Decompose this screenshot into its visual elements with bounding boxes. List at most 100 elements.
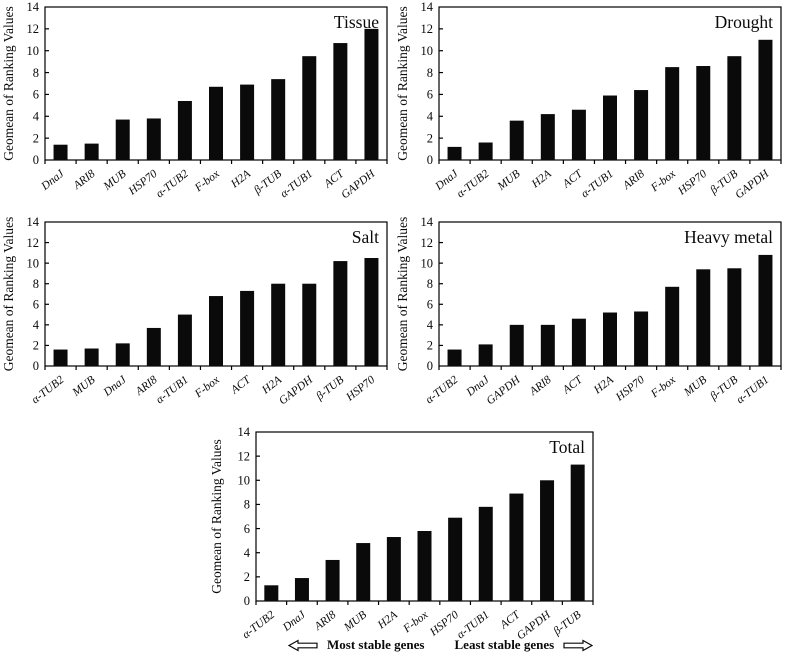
y-tick-label: 10 <box>421 44 434 58</box>
y-tick-label: 2 <box>244 570 250 584</box>
bar <box>509 324 524 366</box>
y-axis-label: Geomean of Ranking Values <box>1 6 16 161</box>
y-tick-label: 6 <box>427 297 433 311</box>
bar <box>364 28 379 160</box>
x-tick-label: MUB <box>341 609 369 634</box>
bar <box>115 119 130 160</box>
x-tick-label: ACT <box>560 373 586 397</box>
x-tick-label: α-TUB2 <box>154 168 191 201</box>
bar <box>603 95 617 160</box>
bar <box>727 268 742 366</box>
bar <box>364 258 379 366</box>
bar <box>302 56 317 160</box>
bar <box>271 79 286 160</box>
bar <box>146 118 161 160</box>
bar <box>240 84 255 160</box>
y-tick-label: 12 <box>238 449 251 463</box>
y-tick-label: 6 <box>33 88 39 102</box>
bar <box>478 506 493 601</box>
y-tick-label: 12 <box>421 236 434 250</box>
y-tick-label: 4 <box>427 318 434 332</box>
x-tick-label: α-TUB1 <box>278 168 315 200</box>
bar <box>209 296 223 366</box>
bar <box>447 146 462 160</box>
bar <box>758 254 773 366</box>
y-tick-label: 2 <box>427 339 433 353</box>
x-tick-label: GAPDH <box>484 373 523 407</box>
x-tick-label: α-TUB2 <box>424 374 461 407</box>
y-tick-label: 12 <box>27 22 40 36</box>
bar <box>53 349 68 366</box>
x-tick-label: DnaJ <box>280 608 309 634</box>
y-tick-label: 12 <box>421 22 434 36</box>
y-tick-label: 14 <box>238 425 251 439</box>
bar <box>696 66 711 160</box>
y-tick-label: 12 <box>27 236 40 250</box>
y-tick-label: 2 <box>33 339 39 353</box>
bar <box>447 349 462 366</box>
bar <box>509 120 524 160</box>
y-axis-label: Geomean of Ranking Values <box>395 6 410 161</box>
bar <box>634 90 649 160</box>
bar <box>294 578 309 601</box>
bar <box>264 585 279 601</box>
stability-legend: Most stable genes Least stable genes <box>288 637 594 653</box>
x-tick-label: H2A <box>259 373 285 397</box>
bar <box>634 311 649 366</box>
chart-title: Drought <box>715 12 773 32</box>
y-tick-label: 10 <box>27 256 40 270</box>
y-tick-label: 8 <box>33 277 39 291</box>
bar <box>333 43 348 160</box>
y-tick-label: 10 <box>27 44 40 58</box>
x-tick-label: F-box <box>648 167 679 195</box>
y-tick-label: 0 <box>427 153 433 167</box>
x-tick-label: HSP70 <box>675 168 709 198</box>
y-tick-label: 14 <box>27 0 40 14</box>
x-tick-label: H2A <box>228 167 254 191</box>
bar <box>240 290 255 366</box>
bar <box>509 493 524 601</box>
x-tick-label: HSP70 <box>343 374 377 404</box>
y-tick-label: 8 <box>33 66 39 80</box>
x-tick-label: F-box <box>648 373 679 401</box>
y-tick-label: 4 <box>244 546 251 560</box>
y-tick-label: 8 <box>427 66 433 80</box>
most-stable-label: Most stable genes <box>327 637 425 652</box>
tissue-chart: 0 2 4 6 8 10 12 14 Geomean of Ranking Values DnaJ… <box>1 0 388 201</box>
x-tick-label: GAPDH <box>277 373 316 407</box>
bar <box>758 39 773 160</box>
y-tick-label: 14 <box>27 215 40 229</box>
bar <box>386 537 401 601</box>
y-tick-label: 0 <box>427 359 433 373</box>
x-tick-label: β-TUB <box>313 374 346 403</box>
y-tick-label: 0 <box>33 153 39 167</box>
bar <box>115 343 130 366</box>
x-tick-label: H2A <box>529 167 555 191</box>
bar <box>727 56 742 160</box>
y-axis-label: Geomean of Ranking Values <box>1 217 16 372</box>
y-tick-label: 8 <box>244 498 250 512</box>
x-tick-label: MUB <box>70 374 98 399</box>
chart-panel-salt: 0 2 4 6 8 10 12 14 Geomean of Ranking Values α-TU… <box>0 211 392 423</box>
bar <box>177 100 192 160</box>
chart-title: Total <box>549 437 585 457</box>
x-tick-label: α-TUB2 <box>240 609 277 642</box>
x-tick-label: MUB <box>495 168 523 193</box>
x-tick-label: α-TUB2 <box>30 374 67 407</box>
bar <box>478 142 493 160</box>
y-tick-label: 4 <box>33 318 40 332</box>
x-tick-label: α-TUB1 <box>579 168 616 200</box>
hollow-left-arrow-icon <box>288 638 318 652</box>
x-tick-label: F-box <box>192 167 223 195</box>
bar <box>84 143 99 160</box>
x-tick-label: α-TUB2 <box>455 168 492 201</box>
chart-title: Tissue <box>334 12 379 32</box>
bar <box>571 318 586 366</box>
bar <box>696 269 711 366</box>
bar <box>603 312 617 366</box>
x-tick-label: ACT <box>228 373 254 397</box>
bar <box>302 283 317 366</box>
bar <box>540 114 555 160</box>
bar <box>53 144 68 160</box>
